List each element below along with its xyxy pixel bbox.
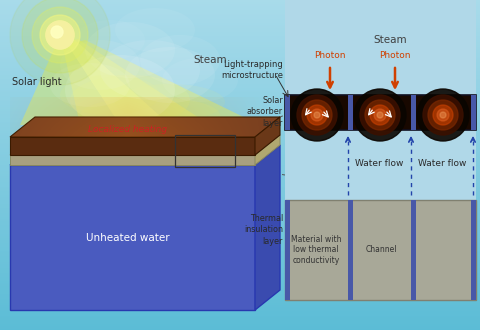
Circle shape [428,100,458,130]
Polygon shape [330,0,390,80]
Polygon shape [65,39,170,125]
Polygon shape [70,75,190,125]
Circle shape [354,89,406,141]
Polygon shape [75,20,145,60]
Text: Solar
absorber
layer: Solar absorber layer [247,96,283,128]
Circle shape [423,95,463,135]
Bar [175,135,235,167]
Text: Light-trapping
microstructure: Light-trapping microstructure [221,60,283,80]
Polygon shape [100,40,200,100]
Circle shape [291,89,343,141]
Bar [285,95,476,130]
Bar [285,200,290,300]
Polygon shape [255,135,280,165]
Bar [10,155,255,165]
Text: Water flow: Water flow [418,159,466,169]
Text: Steam: Steam [373,35,407,45]
Circle shape [417,89,469,141]
Circle shape [51,26,63,38]
Polygon shape [140,35,220,85]
Polygon shape [392,0,448,77]
Polygon shape [162,58,238,102]
Circle shape [307,105,327,125]
Circle shape [40,15,80,55]
Circle shape [32,7,88,63]
Polygon shape [115,8,195,52]
Polygon shape [85,22,175,78]
Bar [411,200,416,300]
Bar [471,200,476,300]
Polygon shape [125,47,215,103]
Text: Thermal
insulation
layer: Thermal insulation layer [244,214,283,246]
Bar [348,200,353,300]
Bar [10,165,255,310]
Polygon shape [10,145,280,165]
Circle shape [46,21,74,49]
Polygon shape [350,0,410,60]
Polygon shape [10,135,280,155]
Bar [285,95,290,130]
Polygon shape [10,117,280,137]
Bar [348,95,353,130]
Bar [285,95,476,200]
Polygon shape [60,40,140,90]
Polygon shape [255,117,280,155]
Circle shape [377,112,383,118]
Bar [285,200,476,300]
Bar [471,95,476,130]
Polygon shape [65,55,175,125]
Bar [285,0,476,95]
Bar [411,95,416,130]
Polygon shape [115,84,225,120]
Text: Photon: Photon [379,51,411,60]
Text: Steam: Steam [193,55,227,65]
Polygon shape [62,39,210,125]
Circle shape [370,105,390,125]
Polygon shape [80,97,220,133]
Circle shape [374,109,386,121]
Circle shape [22,0,98,73]
Circle shape [360,95,400,135]
Text: Unheated water: Unheated water [86,233,170,243]
Text: Solar light: Solar light [12,77,61,87]
Circle shape [437,109,449,121]
Polygon shape [50,63,130,107]
Circle shape [46,21,74,49]
Text: Channel: Channel [365,246,397,254]
Polygon shape [20,40,260,125]
Text: Localized heating: Localized heating [88,124,168,134]
Text: Photon: Photon [314,51,346,60]
Polygon shape [60,75,160,115]
Circle shape [440,112,446,118]
Bar [10,137,255,155]
Circle shape [314,112,320,118]
Circle shape [433,105,453,125]
Polygon shape [325,0,375,60]
Circle shape [297,95,337,135]
Polygon shape [255,145,280,310]
Text: Material with
low thermal
conductivity: Material with low thermal conductivity [291,235,341,265]
Polygon shape [355,0,425,80]
Polygon shape [418,0,462,60]
Circle shape [365,100,395,130]
Circle shape [302,100,332,130]
Text: Water flow: Water flow [355,159,404,169]
Circle shape [10,0,110,85]
Polygon shape [385,0,435,64]
Circle shape [311,109,323,121]
